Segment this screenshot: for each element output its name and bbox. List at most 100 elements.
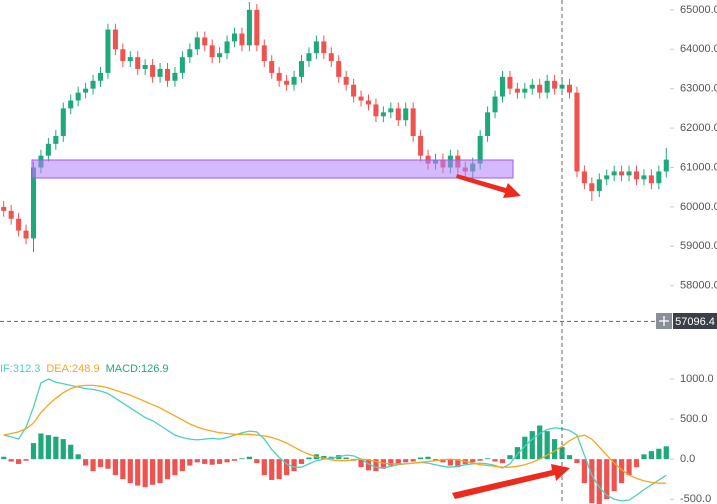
macd-bar: [388, 459, 394, 466]
macd-bar: [544, 431, 550, 460]
candle-body: [90, 80, 96, 89]
candle-body: [477, 135, 483, 164]
macd-bar: [120, 459, 126, 480]
macd-bar: [127, 459, 133, 484]
candle-body: [373, 104, 379, 117]
candle-body: [641, 175, 647, 180]
candle-body: [269, 61, 275, 73]
candle-body: [276, 72, 282, 81]
macd-bar: [239, 458, 245, 460]
macd-bar: [507, 455, 513, 460]
candle-body: [179, 57, 185, 73]
macd-bar: [410, 459, 416, 462]
macd-bar: [187, 459, 193, 466]
macd-bar: [418, 457, 424, 460]
macd-bar: [30, 443, 37, 460]
macd-bar: [261, 459, 267, 476]
candle-body: [68, 100, 74, 109]
macd-bar: [529, 431, 535, 460]
candle-body: [239, 33, 245, 46]
macd-bar: [276, 459, 282, 480]
candle-body: [574, 92, 580, 172]
candle-body: [8, 210, 14, 219]
candle-body: [202, 37, 208, 46]
macd-bar: [298, 459, 305, 464]
candle-body: [492, 96, 498, 113]
macd-bar: [68, 444, 74, 460]
macd-bar: [217, 459, 223, 464]
y-tick-label: 63000.0: [680, 83, 717, 95]
candle-body: [529, 84, 535, 89]
macd-bar: [75, 454, 81, 460]
macd-bar: [202, 459, 208, 464]
macd-bar: [194, 459, 200, 463]
candle-body: [23, 230, 29, 239]
candle-body: [224, 41, 230, 54]
candle-body: [403, 108, 409, 121]
candle-body: [485, 112, 491, 136]
macd-bar: [224, 459, 230, 463]
candle-body: [1, 206, 7, 211]
candle-body: [120, 49, 126, 62]
y-tick-label: 65000.0: [680, 4, 717, 16]
candle-body: [75, 92, 81, 101]
candle-body: [626, 171, 632, 176]
candle-body: [507, 76, 513, 89]
macd-bar: [164, 459, 171, 480]
candle-body: [566, 84, 573, 93]
macd-bar: [373, 459, 379, 472]
candle-body: [328, 53, 334, 62]
legend-entry: IF:312.3: [0, 363, 40, 375]
candle-body: [499, 76, 506, 97]
candle-body: [589, 183, 595, 192]
candle-body: [313, 41, 319, 54]
macd-bar: [559, 447, 565, 460]
candle-body: [380, 112, 386, 117]
macd-bar: [321, 455, 327, 460]
macd-bar: [537, 425, 543, 460]
macd-bar: [596, 459, 602, 504]
candle-body: [157, 68, 163, 77]
macd-bar: [97, 459, 104, 468]
macd-bar: [581, 459, 587, 484]
macd-bar: [425, 456, 431, 460]
candle-body: [611, 171, 617, 176]
macd-bar: [447, 459, 453, 466]
candle-body: [142, 65, 148, 69]
macd-bar: [358, 459, 364, 468]
macd-bar: [1, 456, 7, 460]
macd-bar: [440, 459, 446, 463]
y-tick-label: 0.0: [680, 453, 695, 465]
macd-bar: [604, 459, 610, 500]
crosshair-label: 57096.4: [675, 316, 715, 328]
macd-bar: [38, 433, 44, 460]
candle-body: [112, 29, 118, 50]
macd-bar: [552, 439, 558, 460]
macd-bar: [403, 459, 409, 463]
candle-body: [648, 175, 654, 184]
macd-bar: [83, 459, 89, 466]
candle-body: [581, 171, 587, 184]
macd-bar: [112, 459, 118, 476]
candle-body: [522, 88, 528, 93]
candle-body: [604, 175, 610, 180]
macd-bar: [455, 459, 461, 468]
arrow: [456, 174, 521, 198]
macd-bar: [619, 459, 625, 484]
macd-bar: [254, 459, 260, 464]
candle-body: [321, 41, 327, 54]
macd-bar: [284, 459, 290, 476]
candle-body: [45, 143, 51, 156]
macd-bar: [395, 459, 401, 464]
candle-body: [410, 108, 416, 136]
candle-body: [254, 9, 260, 46]
macd-bar: [470, 459, 476, 463]
candle-body: [127, 57, 133, 62]
candle-body: [596, 179, 602, 192]
arrow: [452, 464, 570, 499]
candle-body: [298, 61, 305, 77]
macd-bar: [656, 448, 662, 460]
candle-body: [16, 218, 22, 231]
macd-bar: [514, 447, 520, 460]
macd-bar: [157, 459, 163, 484]
